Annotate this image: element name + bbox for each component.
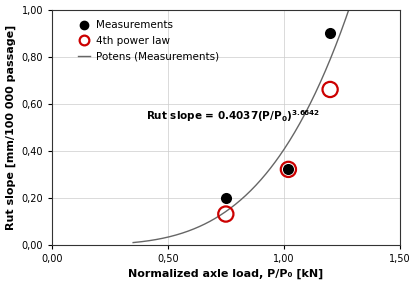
Point	[223, 212, 229, 216]
Point	[327, 31, 334, 35]
Point	[223, 195, 229, 200]
Text: Rut slope = $\mathbf{0.4037(P/P_0)^{3.6642}}$: Rut slope = $\mathbf{0.4037(P/P_0)^{3.66…	[146, 109, 320, 124]
Point	[285, 167, 292, 172]
Point	[327, 87, 334, 92]
Point	[285, 167, 292, 172]
X-axis label: Normalized axle load, P/P₀ [kN]: Normalized axle load, P/P₀ [kN]	[128, 269, 324, 280]
Y-axis label: Rut slope [mm/100 000 passage]: Rut slope [mm/100 000 passage]	[5, 25, 16, 230]
Legend: Measurements, 4th power law, Potens (Measurements): Measurements, 4th power law, Potens (Mea…	[74, 17, 223, 65]
